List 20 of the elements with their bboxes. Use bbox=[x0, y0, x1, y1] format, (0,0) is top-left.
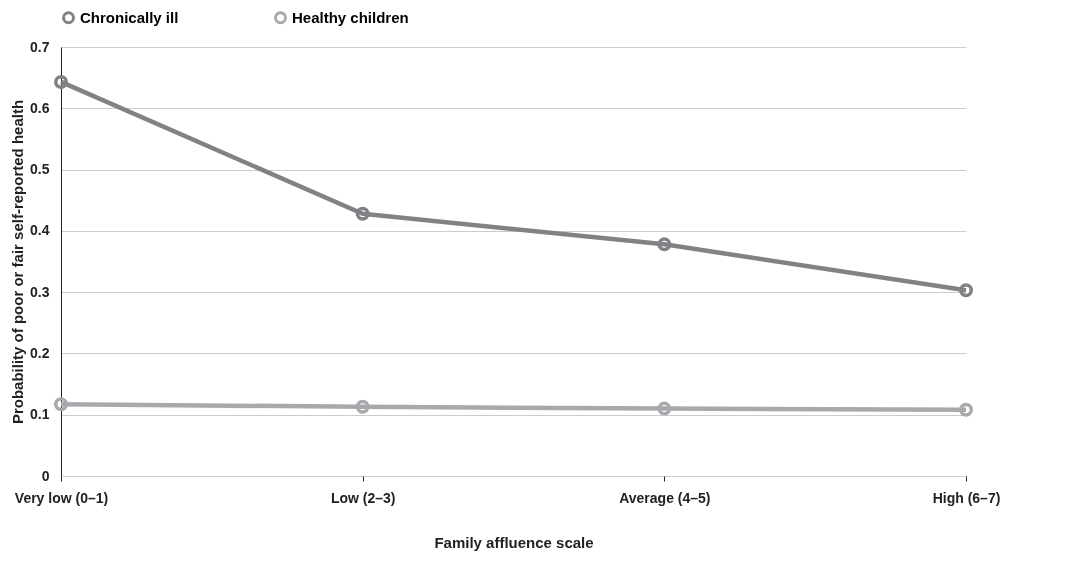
x-tick-label: Low (2–3) bbox=[330, 489, 396, 506]
point bbox=[657, 237, 672, 252]
point bbox=[355, 206, 370, 221]
y-tick-label: 0.1 bbox=[30, 406, 50, 423]
point bbox=[657, 401, 672, 416]
y-tick-label: 0.2 bbox=[30, 344, 50, 361]
y-tick-label: 0.5 bbox=[30, 161, 50, 178]
y-tick-label: 0.7 bbox=[30, 38, 50, 55]
x-tick-label: Average (4–5) bbox=[619, 489, 711, 506]
legend-label: Healthy children bbox=[292, 8, 409, 26]
y-tick-label: 0.6 bbox=[30, 99, 50, 116]
x-tick-label: Very low (0–1) bbox=[14, 489, 109, 506]
y-tick-label: 0.3 bbox=[30, 283, 50, 300]
x-tick-label: High (6–7) bbox=[932, 489, 1001, 506]
y-tick-label: 0.4 bbox=[30, 222, 50, 239]
y-axis-title: Probability of poor or fair self-reported health bbox=[9, 99, 27, 425]
x-axis-title: Family affluence scale bbox=[434, 533, 594, 551]
point bbox=[355, 399, 370, 414]
y-tick-label: 0 bbox=[41, 467, 50, 484]
legend-label: Chronically ill bbox=[80, 8, 179, 26]
